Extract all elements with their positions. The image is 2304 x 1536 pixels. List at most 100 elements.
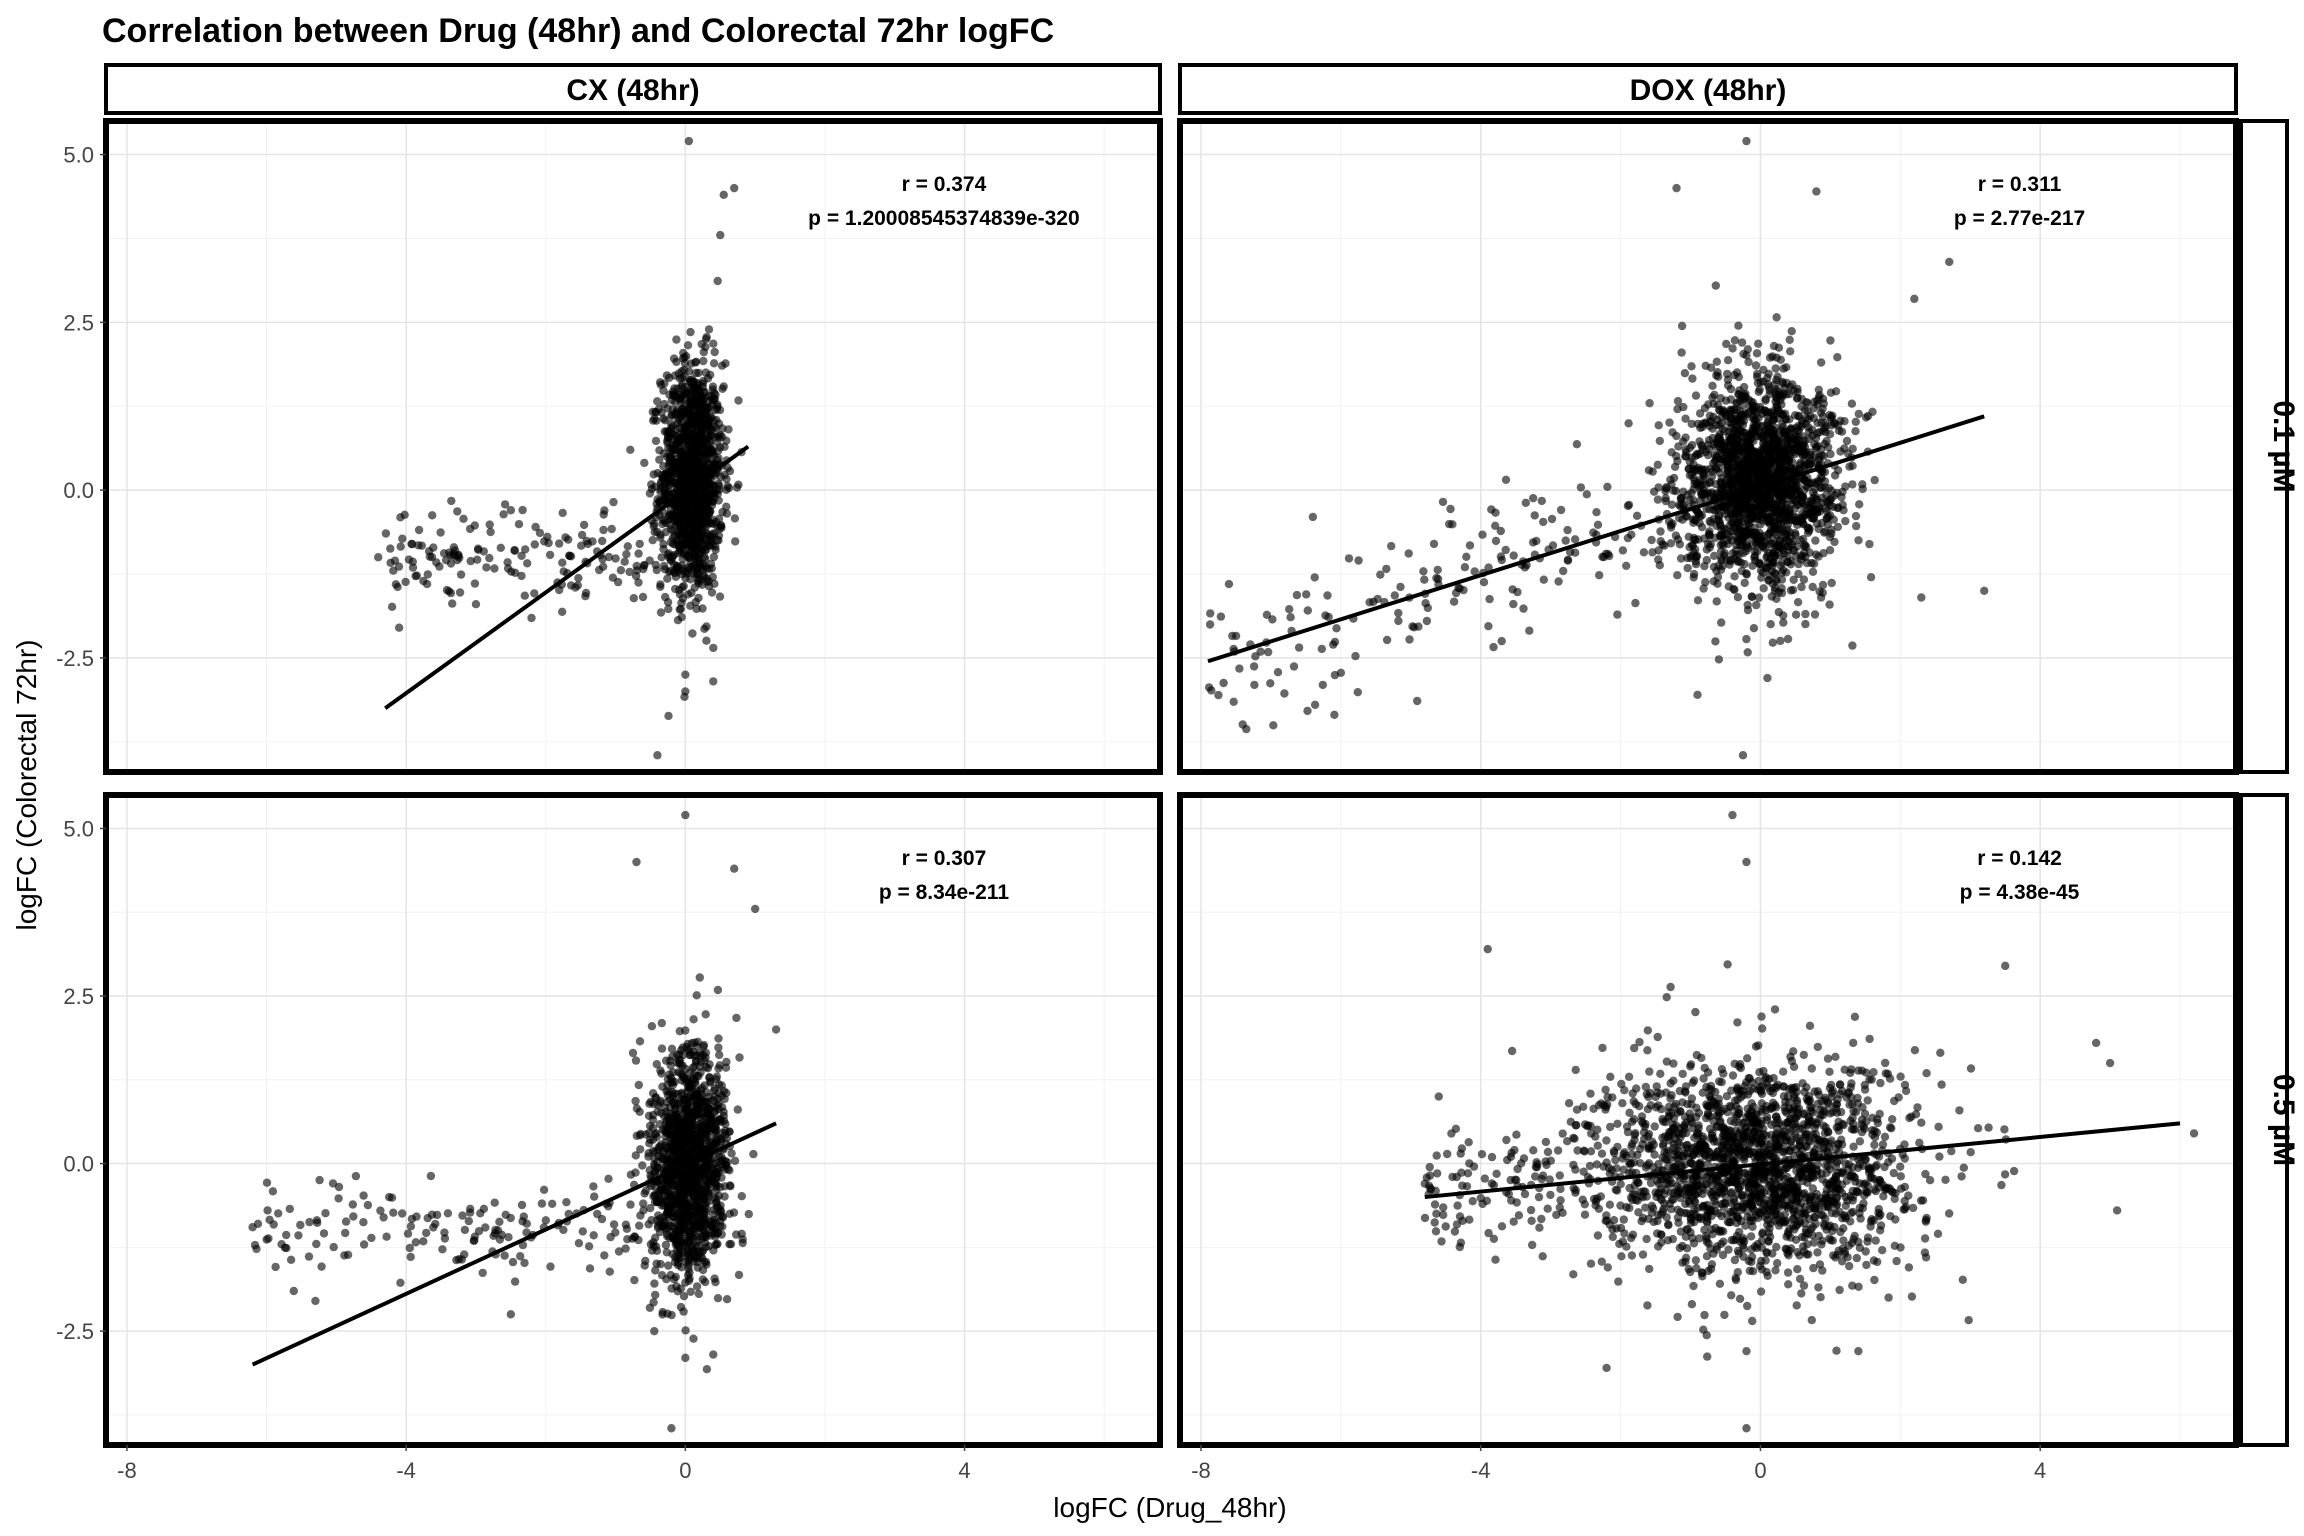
data-point — [435, 562, 444, 571]
data-point — [504, 1233, 513, 1242]
data-point — [1723, 375, 1733, 384]
data-point — [691, 465, 701, 474]
data-point — [1756, 566, 1766, 575]
data-point — [465, 524, 475, 534]
data-point — [1710, 551, 1719, 560]
data-point — [652, 1259, 661, 1268]
data-point — [1803, 483, 1812, 492]
data-point — [376, 1206, 385, 1215]
data-point — [1701, 578, 1710, 587]
data-point — [657, 1271, 667, 1280]
data-point — [656, 1108, 666, 1118]
data-point — [662, 371, 672, 380]
data-point — [651, 1290, 660, 1300]
outlier-point — [1738, 751, 1748, 760]
data-point — [677, 1263, 686, 1272]
data-point — [1786, 424, 1796, 433]
data-point — [656, 380, 666, 389]
data-point — [1730, 572, 1739, 581]
data-point — [456, 570, 466, 579]
data-point — [1693, 596, 1703, 605]
data-point — [688, 424, 698, 433]
data-point — [474, 545, 483, 554]
data-point — [1547, 514, 1557, 524]
data-point — [666, 537, 676, 547]
data-point — [1369, 597, 1378, 606]
data-point — [446, 559, 456, 568]
data-point — [710, 1274, 719, 1283]
data-point — [1836, 416, 1845, 425]
data-point — [1803, 473, 1812, 482]
data-point — [656, 608, 666, 617]
data-point — [607, 524, 616, 534]
data-point — [589, 1182, 598, 1191]
outlier-point — [1917, 593, 1926, 602]
data-point — [685, 564, 694, 574]
data-point — [1749, 464, 1758, 473]
data-point — [631, 1056, 641, 1065]
data-point — [517, 1200, 527, 1210]
data-point — [702, 1119, 711, 1128]
data-point — [1771, 364, 1780, 373]
data-point — [1717, 480, 1727, 489]
data-point — [702, 516, 712, 526]
data-point — [1743, 600, 1752, 610]
data-point — [1576, 483, 1586, 492]
data-point — [623, 542, 632, 551]
outlier-point — [1497, 636, 1506, 646]
data-point — [1747, 592, 1757, 601]
data-point — [1256, 647, 1265, 656]
data-point — [628, 1048, 638, 1058]
data-point — [1786, 347, 1795, 356]
data-point — [1262, 610, 1272, 619]
data-point — [666, 432, 675, 441]
data-point — [1772, 313, 1781, 322]
data-point — [1851, 511, 1861, 521]
data-point — [1593, 520, 1603, 529]
data-point — [1744, 357, 1753, 367]
data-point — [664, 1261, 673, 1270]
data-point — [661, 1056, 671, 1065]
data-point — [584, 1242, 594, 1251]
data-point — [1788, 487, 1798, 496]
data-point — [1687, 362, 1696, 371]
data-point — [709, 1159, 719, 1169]
data-point — [713, 489, 722, 499]
data-point — [518, 1217, 527, 1226]
data-point — [1706, 363, 1716, 372]
data-point — [1396, 582, 1405, 592]
data-point — [1713, 515, 1722, 525]
data-point — [1689, 473, 1698, 482]
data-point — [1833, 488, 1842, 498]
data-point — [700, 1232, 709, 1241]
data-point — [398, 534, 407, 543]
data-point — [690, 499, 699, 508]
data-point — [1711, 637, 1720, 646]
data-point — [396, 1278, 405, 1288]
data-point — [709, 359, 719, 368]
data-point — [609, 497, 618, 507]
data-point — [667, 1044, 677, 1054]
data-point — [1376, 570, 1385, 579]
data-point — [527, 613, 536, 623]
data-point — [1539, 517, 1548, 527]
data-point — [673, 527, 682, 537]
data-point — [1827, 421, 1836, 430]
data-point — [470, 1232, 479, 1241]
data-point — [711, 1182, 720, 1192]
data-point — [712, 404, 722, 414]
data-point — [694, 593, 703, 603]
data-point — [608, 573, 618, 582]
data-point — [1845, 462, 1854, 471]
data-point — [1491, 536, 1501, 546]
data-point — [1623, 501, 1633, 511]
data-point — [1422, 616, 1432, 626]
data-point — [1654, 421, 1663, 430]
data-point — [655, 455, 664, 464]
data-point — [1754, 593, 1764, 602]
data-point — [701, 1184, 711, 1193]
data-point — [460, 1225, 470, 1235]
data-point — [1303, 706, 1312, 716]
data-point — [1668, 428, 1677, 437]
